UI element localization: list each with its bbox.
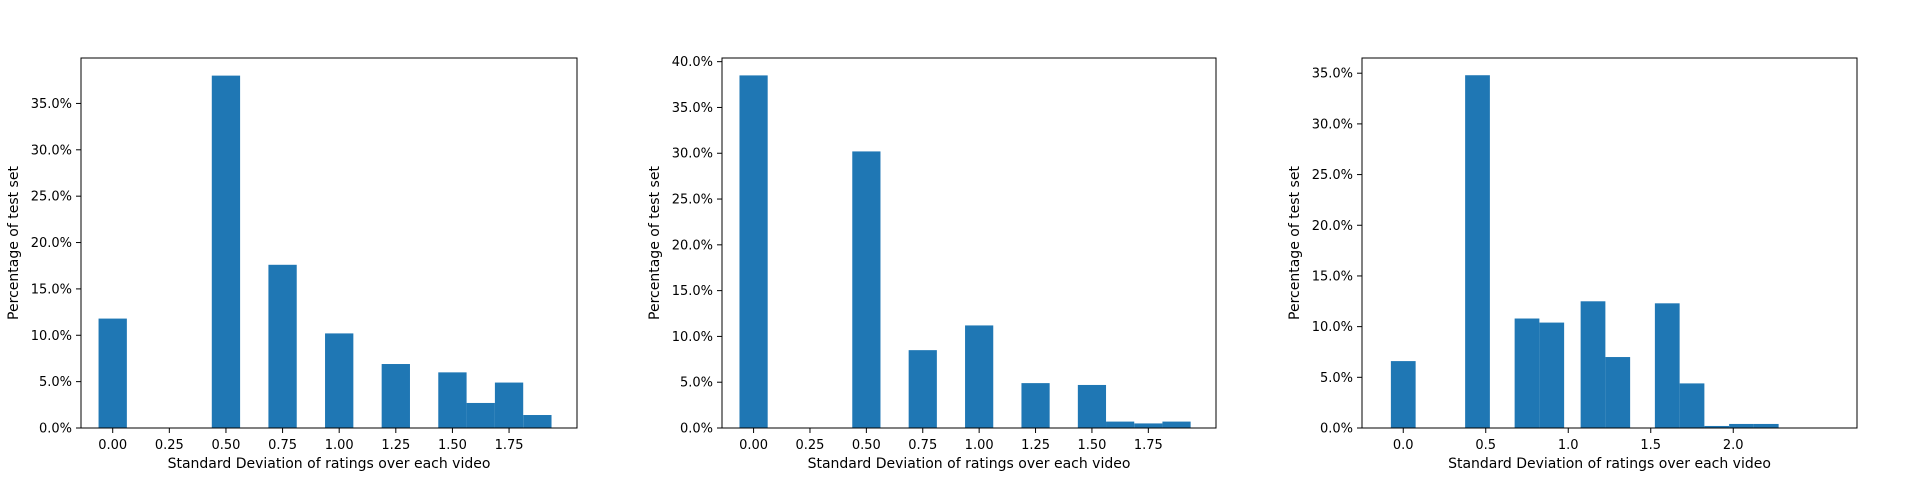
y-tick-label: 25.0% bbox=[1312, 168, 1353, 183]
histogram-bar bbox=[494, 382, 524, 428]
histogram-bar bbox=[1465, 75, 1490, 428]
histogram-bar bbox=[1605, 357, 1631, 428]
x-tick-label: 1.5 bbox=[1640, 438, 1661, 453]
histogram-bar bbox=[1390, 361, 1416, 428]
y-tick-label: 25.0% bbox=[672, 193, 713, 208]
x-tick-label: 1.25 bbox=[381, 438, 410, 453]
histogram-bar bbox=[1134, 423, 1163, 428]
x-tick-label: 0.5 bbox=[1475, 438, 1496, 453]
y-tick-label: 10.0% bbox=[31, 329, 72, 344]
x-tick-label: 0.75 bbox=[908, 438, 937, 453]
histogram-bar bbox=[852, 151, 881, 429]
histogram-bar bbox=[1514, 318, 1540, 428]
histogram-bar bbox=[1729, 423, 1754, 428]
y-tick-label: 10.0% bbox=[672, 330, 713, 345]
histogram-bar bbox=[1753, 423, 1779, 428]
histogram-bar bbox=[1539, 322, 1565, 428]
histogram-bar bbox=[965, 325, 994, 428]
y-tick-label: 5.0% bbox=[39, 375, 72, 390]
y-tick-label: 35.0% bbox=[672, 101, 713, 116]
x-tick-label: 0.50 bbox=[211, 438, 240, 453]
histogram-bar bbox=[211, 75, 241, 429]
x-axis-label: Standard Deviation of ratings over each … bbox=[168, 456, 491, 472]
x-tick-label: 0.0 bbox=[1393, 438, 1414, 453]
histogram-bar bbox=[98, 318, 127, 428]
x-tick-label: 0.75 bbox=[268, 438, 297, 453]
histogram-bar bbox=[381, 364, 410, 428]
y-tick-label: 0.0% bbox=[1320, 422, 1353, 437]
chart-2: 0.00 0.25 0.50 0.75 1.00 1.25 1.50 1.75 0.0% 5.0%… bbox=[647, 55, 1217, 472]
histogram-bar bbox=[1580, 301, 1606, 428]
y-tick-label: 0.0% bbox=[680, 422, 713, 437]
x-tick-label: 0.50 bbox=[852, 438, 881, 453]
y-tick-label: 0.0% bbox=[39, 422, 72, 437]
x-tick-label: 0.00 bbox=[98, 438, 127, 453]
x-tick-label: 1.00 bbox=[965, 438, 994, 453]
x-axis-label: Standard Deviation of ratings over each … bbox=[1448, 456, 1771, 472]
y-tick-label: 5.0% bbox=[1320, 371, 1353, 386]
x-tick-label: 1.75 bbox=[1134, 438, 1163, 453]
x-tick-label: 1.0 bbox=[1558, 438, 1579, 453]
histogram-bar bbox=[1077, 384, 1107, 428]
chart-3: 0.0 0.5 1.0 1.5 2.0 0.0% 5.0% 10.0% 15.0% 20.0% 25… bbox=[1287, 57, 1858, 472]
histogram-bar bbox=[1021, 383, 1050, 428]
histogram-bar bbox=[1162, 421, 1191, 428]
y-axis-label: Percentage of test set bbox=[1287, 166, 1303, 320]
y-tick-label: 5.0% bbox=[680, 376, 713, 391]
histogram-bar bbox=[438, 372, 467, 428]
histogram-bar bbox=[1704, 425, 1730, 428]
x-tick-label: 0.25 bbox=[155, 438, 184, 453]
x-tick-label: 1.50 bbox=[438, 438, 467, 453]
histogram-bar bbox=[1106, 421, 1135, 428]
y-tick-label: 10.0% bbox=[1312, 320, 1353, 335]
y-tick-label: 35.0% bbox=[31, 97, 72, 112]
y-axis-label: Percentage of test set bbox=[647, 166, 663, 320]
y-tick-label: 20.0% bbox=[672, 238, 713, 253]
x-tick-label: 0.25 bbox=[795, 438, 824, 453]
y-tick-label: 30.0% bbox=[31, 143, 72, 158]
histogram-bar bbox=[1654, 303, 1680, 428]
histogram-bar bbox=[908, 350, 937, 428]
y-tick-label: 30.0% bbox=[1312, 117, 1353, 132]
x-tick-label: 1.50 bbox=[1077, 438, 1106, 453]
histogram-bar bbox=[268, 264, 297, 428]
histogram-bar bbox=[523, 415, 552, 428]
y-tick-label: 35.0% bbox=[1312, 67, 1353, 82]
y-tick-label: 20.0% bbox=[31, 236, 72, 251]
x-axis-label: Standard Deviation of ratings over each … bbox=[808, 456, 1131, 472]
x-tick-label: 1.00 bbox=[325, 438, 354, 453]
x-tick-label: 0.00 bbox=[739, 438, 768, 453]
plot-frame bbox=[721, 57, 1217, 429]
y-tick-label: 15.0% bbox=[31, 282, 72, 297]
histogram-bar bbox=[325, 333, 354, 428]
histogram-bar bbox=[739, 75, 768, 429]
y-axis-label: Percentage of test set bbox=[6, 166, 22, 320]
plot-frame bbox=[1361, 57, 1858, 429]
y-tick-label: 15.0% bbox=[672, 284, 713, 299]
x-tick-label: 2.0 bbox=[1723, 438, 1744, 453]
histogram-bar bbox=[1679, 383, 1705, 428]
y-tick-label: 40.0% bbox=[672, 55, 713, 70]
histogram-bar bbox=[466, 402, 495, 428]
chart-1: 0.00 0.25 0.50 0.75 1.00 1.25 1.50 1.75 0.0% 5.0%… bbox=[6, 57, 578, 472]
y-tick-label: 15.0% bbox=[1312, 269, 1353, 284]
y-tick-label: 25.0% bbox=[31, 190, 72, 205]
y-tick-label: 20.0% bbox=[1312, 219, 1353, 234]
x-tick-label: 1.75 bbox=[495, 438, 524, 453]
x-tick-label: 1.25 bbox=[1021, 438, 1050, 453]
y-tick-label: 30.0% bbox=[672, 147, 713, 162]
